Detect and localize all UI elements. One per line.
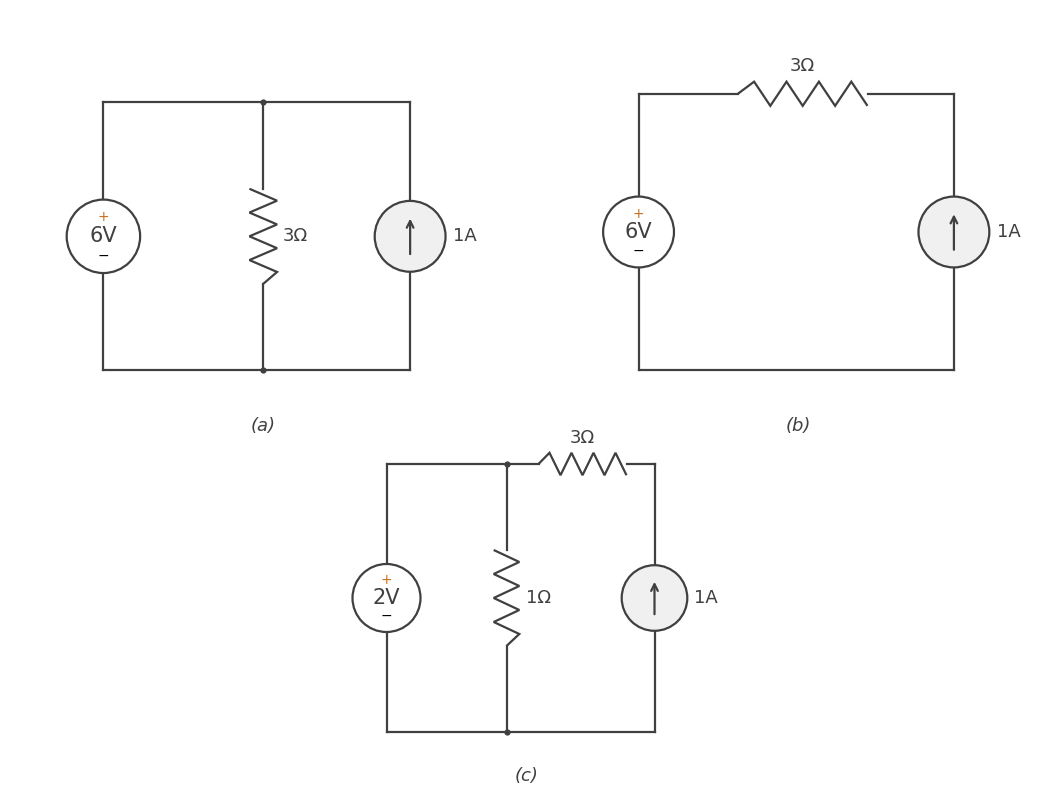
Text: 2V: 2V — [373, 588, 400, 608]
Text: +: + — [633, 206, 644, 221]
Ellipse shape — [353, 564, 420, 632]
Ellipse shape — [621, 565, 688, 630]
Text: 1A: 1A — [695, 589, 718, 607]
Text: 1A: 1A — [454, 227, 477, 246]
Text: −: − — [381, 609, 393, 622]
Text: +: + — [98, 210, 110, 224]
Text: (c): (c) — [515, 767, 538, 785]
Ellipse shape — [603, 197, 674, 267]
Text: 3Ω: 3Ω — [570, 429, 595, 447]
Text: 6V: 6V — [624, 222, 653, 242]
Text: −: − — [633, 243, 644, 258]
Text: 3Ω: 3Ω — [282, 227, 307, 246]
Text: (b): (b) — [786, 418, 811, 435]
Ellipse shape — [375, 201, 445, 272]
Text: 6V: 6V — [90, 226, 117, 246]
Text: 3Ω: 3Ω — [790, 57, 815, 74]
Text: 1A: 1A — [997, 223, 1020, 241]
Ellipse shape — [918, 197, 990, 267]
Text: −: − — [98, 249, 110, 262]
Text: (a): (a) — [251, 418, 276, 435]
Ellipse shape — [66, 199, 140, 273]
Text: +: + — [381, 574, 393, 587]
Text: 1Ω: 1Ω — [525, 589, 551, 607]
